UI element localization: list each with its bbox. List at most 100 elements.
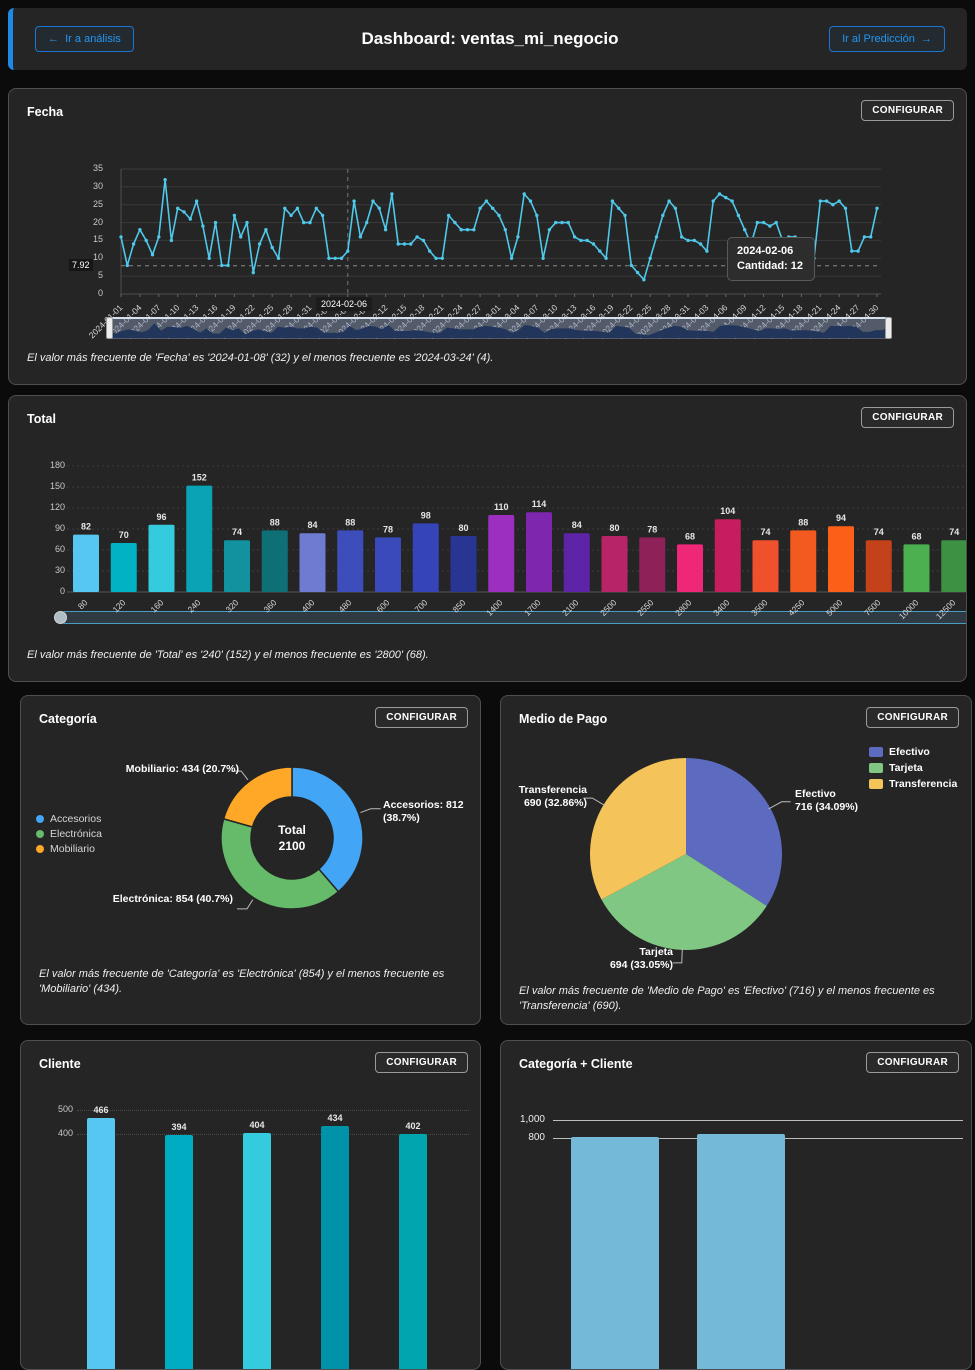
bar-value-label: 402	[405, 1120, 421, 1131]
svg-text:88: 88	[345, 517, 355, 527]
x-category-label: 10000	[896, 597, 921, 622]
donut-total-value: 2100	[278, 839, 306, 853]
date-range-brush[interactable]	[106, 317, 892, 339]
x-category-label: 1400	[484, 597, 505, 618]
y-tick-label: 35	[92, 163, 103, 173]
y-tick-label: 15	[92, 234, 103, 245]
brush-handle-left[interactable]	[106, 317, 113, 339]
svg-text:84: 84	[307, 520, 317, 530]
svg-text:80: 80	[458, 523, 468, 533]
y-tick-label: 0	[97, 288, 103, 298]
legend-swatch-icon	[869, 763, 883, 773]
slice-label-accesorios: Accesorios: 812 (38.7%)	[383, 799, 464, 824]
legend-item-tarjeta[interactable]: Tarjeta	[869, 762, 923, 774]
back-arrow-icon: ←	[48, 33, 59, 45]
bar	[243, 1133, 271, 1369]
total-range-slider[interactable]	[54, 611, 967, 624]
configure-button-total[interactable]: CONFIGURAR	[861, 407, 954, 428]
svg-text:88: 88	[270, 517, 280, 527]
brush-mini-chart	[109, 323, 889, 338]
reference-line-label: 7.92	[69, 258, 93, 271]
x-category-label: 2500	[597, 597, 619, 618]
slice-label-transferencia-name: Transferencia	[518, 784, 587, 796]
slice-label-tarjeta: Tarjeta 694 (33.05%)	[581, 946, 673, 972]
x-category-label: 480	[336, 597, 354, 615]
bar	[165, 1135, 193, 1369]
configure-button-categoria-cliente[interactable]: CONFIGURAR	[866, 1052, 959, 1073]
go-to-analysis-button[interactable]: ← Ir a análisis	[35, 26, 134, 52]
y-tick-label: 10	[92, 252, 103, 263]
axis-pointer-label: 2024-02-06	[316, 297, 373, 311]
donut-total-label: Total	[278, 823, 306, 837]
tooltip-date: 2024-02-06	[737, 245, 794, 257]
slice-label-mobiliario: Mobiliario: 434 (20.7%)	[125, 763, 239, 775]
x-category-label: 400	[298, 597, 317, 615]
panel-fecha: Fecha CONFIGURAR 2024-02-06 Cantidad: 12…	[8, 88, 967, 385]
legend-label: Transferencia	[889, 778, 958, 790]
y-tick-label: 400	[57, 1128, 73, 1138]
gridline	[77, 1134, 469, 1135]
total-bar-chart[interactable]: 82 70 96 152 74 88 84 88 78 98 80 110 114 84 80 78 68 104…	[67, 456, 967, 598]
x-category-label: 360	[261, 597, 279, 615]
svg-text:94: 94	[836, 513, 846, 523]
total-summary-text: El valor más frecuente de 'Total' es '24…	[27, 649, 429, 661]
configure-button-categoria[interactable]: CONFIGURAR	[375, 707, 468, 728]
bar	[571, 1137, 659, 1369]
categoria-donut-chart[interactable]	[21, 696, 481, 1025]
medio-pago-pie-chart[interactable]	[501, 696, 972, 1025]
panel-fecha-title: Fecha	[27, 105, 64, 119]
y-tick-label: 0	[59, 586, 65, 596]
legend-label: Tarjeta	[889, 762, 923, 774]
x-category-label: 850	[449, 597, 468, 615]
svg-text:152: 152	[192, 473, 207, 483]
y-tick-label: 1,000	[519, 1114, 545, 1125]
slice-label-efectivo: Efectivo 716 (34.09%)	[795, 788, 858, 814]
x-category-label: 80	[75, 597, 90, 612]
legend-item-efectivo[interactable]: Efectivo	[869, 746, 930, 758]
svg-text:114: 114	[532, 499, 547, 509]
bar	[399, 1133, 427, 1369]
panel-total-title: Total	[27, 412, 56, 426]
fecha-summary-text: El valor más frecuente de 'Fecha' es '20…	[27, 352, 494, 364]
panel-cliente-title: Cliente	[39, 1057, 81, 1071]
slider-handle-right[interactable]	[966, 611, 967, 624]
configure-button-medio[interactable]: CONFIGURAR	[866, 707, 959, 728]
slice-label-efectivo-value: 716 (34.09%)	[795, 801, 859, 813]
slice-label-tarjeta-value: 694 (33.05%)	[609, 959, 673, 971]
go-to-prediction-button[interactable]: Ir al Predicción →	[829, 26, 945, 52]
configure-button-fecha[interactable]: CONFIGURAR	[861, 100, 954, 121]
legend-item-accesorios[interactable]: Accesorios	[36, 813, 101, 825]
y-tick-label: 30	[92, 180, 103, 191]
x-category-label: 4250	[786, 597, 807, 618]
slider-handle-left[interactable]	[54, 611, 67, 624]
y-tick-label: 5	[97, 270, 103, 281]
gridline	[553, 1120, 963, 1121]
x-category-label: 700	[412, 597, 430, 615]
bar-value-label: 394	[171, 1122, 187, 1133]
slice-label-electronica: Electrónica: 854 (40.7%)	[112, 893, 233, 905]
panel-categoria: Categoría CONFIGURAR Accesorios Electróni…	[20, 695, 481, 1025]
x-category-label: 120	[110, 597, 128, 615]
legend-dot-icon	[36, 845, 44, 853]
x-category-label: 12500	[933, 597, 958, 622]
legend-swatch-icon	[869, 779, 883, 789]
brush-handle-right[interactable]	[885, 317, 892, 339]
configure-button-cliente[interactable]: CONFIGURAR	[375, 1052, 468, 1073]
legend-item-electrónica[interactable]: Electrónica	[36, 828, 102, 840]
bar	[697, 1133, 785, 1369]
y-tick-label: 30	[54, 565, 65, 575]
slice-label-transferencia: Transferencia 690 (32.86%)	[501, 784, 587, 810]
y-tick-label: 90	[54, 523, 65, 533]
chart-tooltip: 2024-02-06 Cantidad: 12	[727, 237, 815, 281]
y-tick-label: 180	[49, 460, 65, 470]
dashboard-header: ← Ir a análisis Dashboard: ventas_mi_neg…	[8, 8, 967, 70]
legend-label: Electrónica	[50, 828, 102, 840]
svg-text:68: 68	[685, 531, 695, 541]
svg-text:104: 104	[720, 506, 735, 516]
svg-text:74: 74	[760, 527, 770, 537]
svg-text:70: 70	[119, 530, 129, 540]
slice-label-efectivo-name: Efectivo	[795, 788, 836, 800]
x-category-label: 2550	[635, 597, 656, 618]
legend-item-mobiliario[interactable]: Mobiliario	[36, 843, 95, 855]
legend-item-transferencia[interactable]: Transferencia	[869, 778, 957, 790]
